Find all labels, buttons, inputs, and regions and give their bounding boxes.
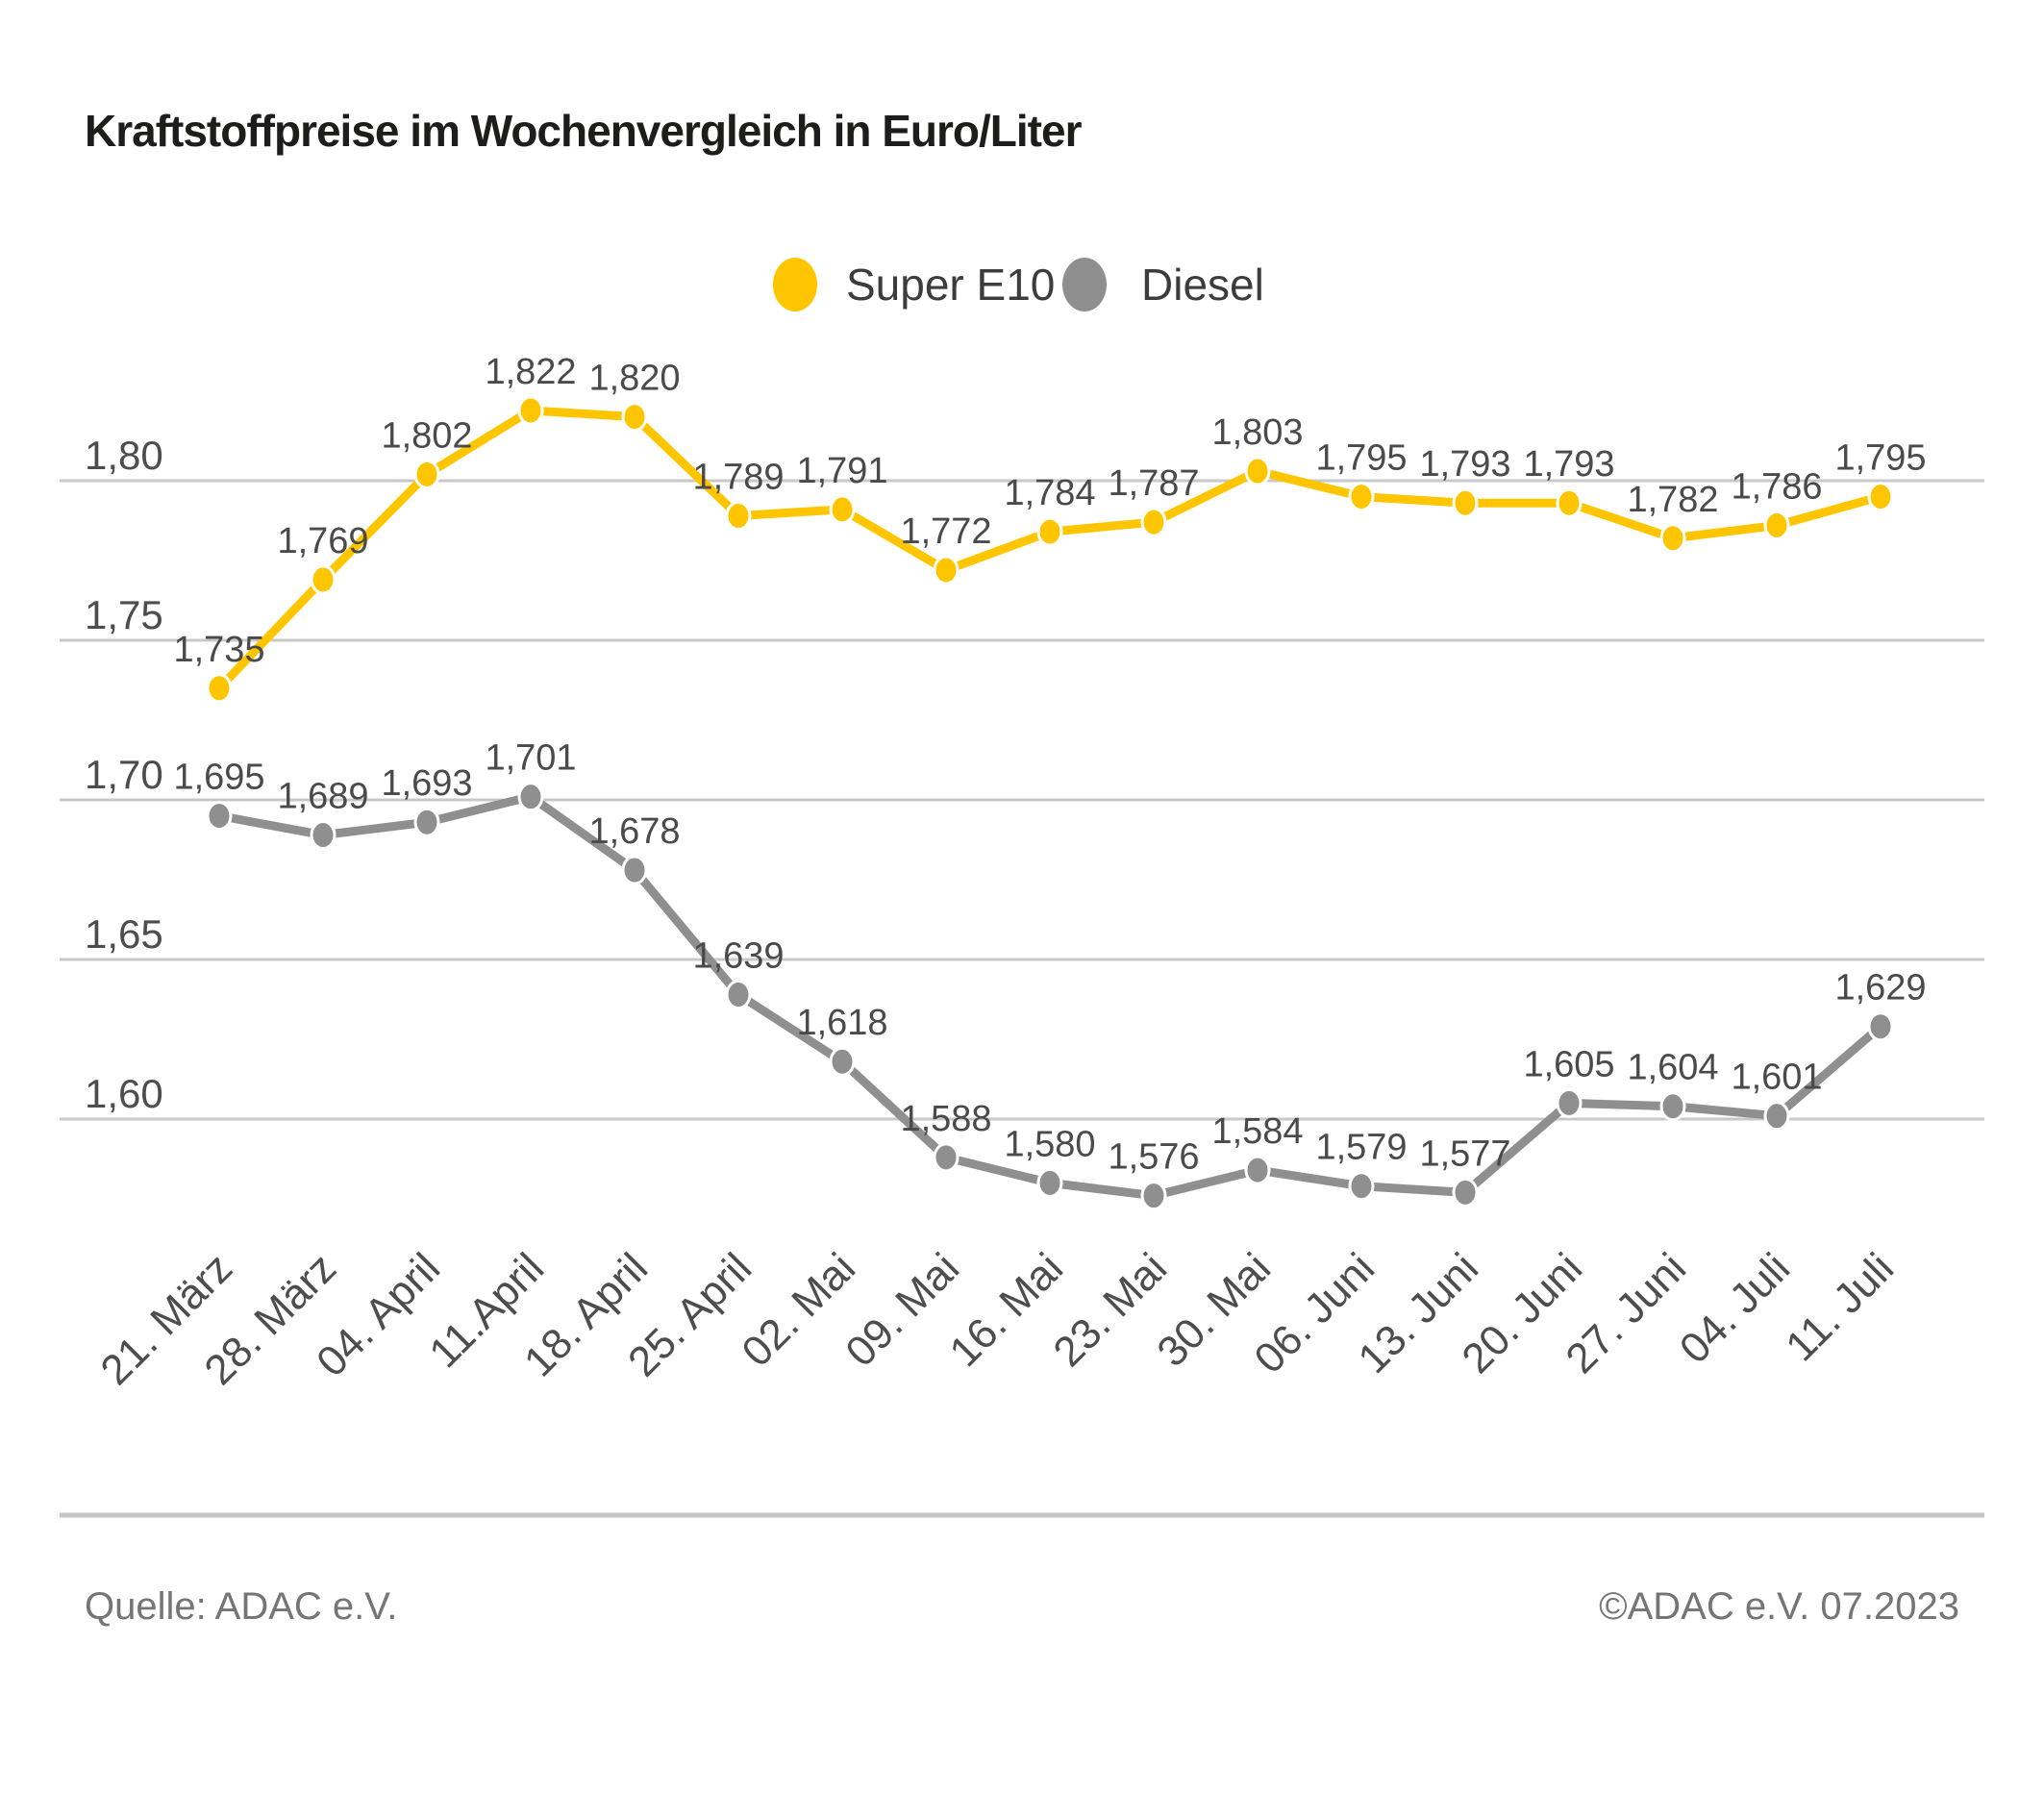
legend-label-diesel: Diesel xyxy=(1141,260,1264,310)
data-point-marker-super-e10 xyxy=(1140,507,1167,537)
data-point-value-label-super-e10: 1,791 xyxy=(796,451,887,491)
data-point-marker-super-e10 xyxy=(1452,487,1479,518)
data-point-marker-diesel xyxy=(1452,1177,1479,1208)
data-point-value-label-super-e10: 1,793 xyxy=(1523,444,1614,485)
data-point-value-label-diesel: 1,584 xyxy=(1211,1111,1303,1152)
data-point-value-label-super-e10: 1,782 xyxy=(1627,480,1718,520)
data-point-value-label-diesel: 1,629 xyxy=(1834,968,1926,1009)
data-point-value-label-super-e10: 1,772 xyxy=(900,511,991,552)
data-point-marker-diesel xyxy=(1763,1101,1790,1132)
data-point-value-label-super-e10: 1,769 xyxy=(277,521,368,561)
data-point-marker-super-e10 xyxy=(1556,487,1583,518)
data-point-value-label-super-e10: 1,786 xyxy=(1731,466,1822,507)
y-axis-tick-label: 1,60 xyxy=(85,1071,163,1116)
data-point-marker-diesel xyxy=(725,980,752,1010)
y-axis-tick-label: 1,80 xyxy=(85,433,163,478)
data-point-marker-diesel xyxy=(1140,1181,1167,1211)
copyright-text: ©ADAC e.V. 07.2023 xyxy=(1599,1585,1959,1628)
y-axis-tick-label: 1,65 xyxy=(85,911,163,957)
data-point-value-label-super-e10: 1,735 xyxy=(173,630,264,670)
x-axis-label: 16. Mai xyxy=(940,1244,1072,1376)
data-point-value-label-diesel: 1,580 xyxy=(1004,1124,1095,1164)
data-point-marker-super-e10 xyxy=(1867,482,1894,512)
data-point-marker-super-e10 xyxy=(829,494,856,525)
x-axis-label: 23. Mai xyxy=(1044,1244,1176,1376)
data-point-value-label-super-e10: 1,795 xyxy=(1315,438,1407,479)
x-axis-label: 11. Juli xyxy=(1777,1244,1903,1370)
data-point-value-label-diesel: 1,618 xyxy=(796,1003,887,1043)
data-point-value-label-diesel: 1,701 xyxy=(485,738,576,779)
data-point-marker-diesel xyxy=(310,820,337,851)
data-point-marker-diesel xyxy=(1556,1087,1583,1118)
data-point-marker-diesel xyxy=(1659,1091,1686,1122)
data-point-value-label-diesel: 1,576 xyxy=(1108,1137,1199,1178)
data-point-value-label-diesel: 1,605 xyxy=(1523,1044,1614,1084)
data-point-value-label-super-e10: 1,802 xyxy=(381,415,472,456)
data-point-marker-diesel xyxy=(206,801,233,832)
legend-swatch-diesel-icon xyxy=(1062,258,1107,311)
data-point-marker-diesel xyxy=(1867,1011,1894,1042)
data-point-marker-super-e10 xyxy=(1659,523,1686,554)
data-point-value-label-super-e10: 1,803 xyxy=(1211,412,1303,453)
data-point-value-label-diesel: 1,678 xyxy=(588,811,680,852)
data-point-marker-super-e10 xyxy=(1348,482,1375,512)
data-point-marker-super-e10 xyxy=(933,555,960,585)
chart-title: Kraftstoffpreise im Wochenvergleich in E… xyxy=(85,106,1083,156)
data-point-value-label-diesel: 1,579 xyxy=(1315,1128,1407,1168)
data-point-marker-super-e10 xyxy=(206,673,233,704)
x-axis-label: 02. Mai xyxy=(733,1244,864,1376)
data-point-marker-super-e10 xyxy=(1763,510,1790,540)
series-plot: 1,735 1,769 1,802 1,822 1,820 1,789 1,791 1,772… xyxy=(173,352,1927,1211)
data-point-value-label-diesel: 1,577 xyxy=(1419,1133,1510,1174)
x-axis-label: 04. Juli xyxy=(1671,1244,1799,1372)
data-point-marker-super-e10 xyxy=(1036,516,1063,547)
data-point-marker-super-e10 xyxy=(621,402,648,433)
data-point-marker-super-e10 xyxy=(310,564,337,595)
data-point-value-label-super-e10: 1,820 xyxy=(588,359,680,399)
data-point-value-label-super-e10: 1,793 xyxy=(1419,444,1510,485)
data-point-marker-super-e10 xyxy=(725,501,752,532)
data-point-marker-diesel xyxy=(1348,1171,1375,1202)
data-point-value-label-super-e10: 1,784 xyxy=(1004,473,1095,513)
legend-swatch-super-e10-icon xyxy=(773,258,817,311)
data-point-value-label-super-e10: 1,822 xyxy=(485,352,576,392)
data-point-value-label-diesel: 1,601 xyxy=(1731,1058,1822,1098)
data-point-marker-diesel xyxy=(413,807,440,837)
data-point-marker-diesel xyxy=(621,855,648,885)
source-text: Quelle: ADAC e.V. xyxy=(85,1585,397,1628)
data-point-value-label-super-e10: 1,789 xyxy=(692,458,784,498)
data-point-value-label-diesel: 1,604 xyxy=(1627,1048,1718,1088)
data-point-marker-diesel xyxy=(1036,1167,1063,1198)
data-point-value-label-super-e10: 1,787 xyxy=(1108,463,1199,504)
data-point-marker-diesel xyxy=(933,1142,960,1173)
legend-label-super-e10: Super E10 xyxy=(846,260,1055,310)
y-grid: 1,80 1,75 1,70 1,65 1,60 xyxy=(60,433,1984,1121)
data-point-value-label-diesel: 1,695 xyxy=(173,758,264,798)
data-point-marker-super-e10 xyxy=(1244,456,1271,486)
legend: Super E10 Diesel xyxy=(773,258,1264,311)
data-point-value-label-diesel: 1,689 xyxy=(277,777,368,817)
x-axis-label: 09. Mai xyxy=(836,1244,968,1376)
data-point-marker-diesel xyxy=(829,1046,856,1077)
data-point-marker-diesel xyxy=(1244,1155,1271,1185)
data-point-value-label-diesel: 1,693 xyxy=(381,763,472,804)
data-point-marker-super-e10 xyxy=(413,459,440,489)
data-point-marker-super-e10 xyxy=(517,395,544,426)
data-point-value-label-super-e10: 1,795 xyxy=(1834,438,1926,479)
data-point-marker-diesel xyxy=(517,782,544,812)
y-axis-tick-label: 1,75 xyxy=(85,592,163,637)
data-point-value-label-diesel: 1,588 xyxy=(900,1099,991,1139)
data-point-value-label-diesel: 1,639 xyxy=(692,936,784,977)
y-axis-tick-label: 1,70 xyxy=(85,752,163,797)
